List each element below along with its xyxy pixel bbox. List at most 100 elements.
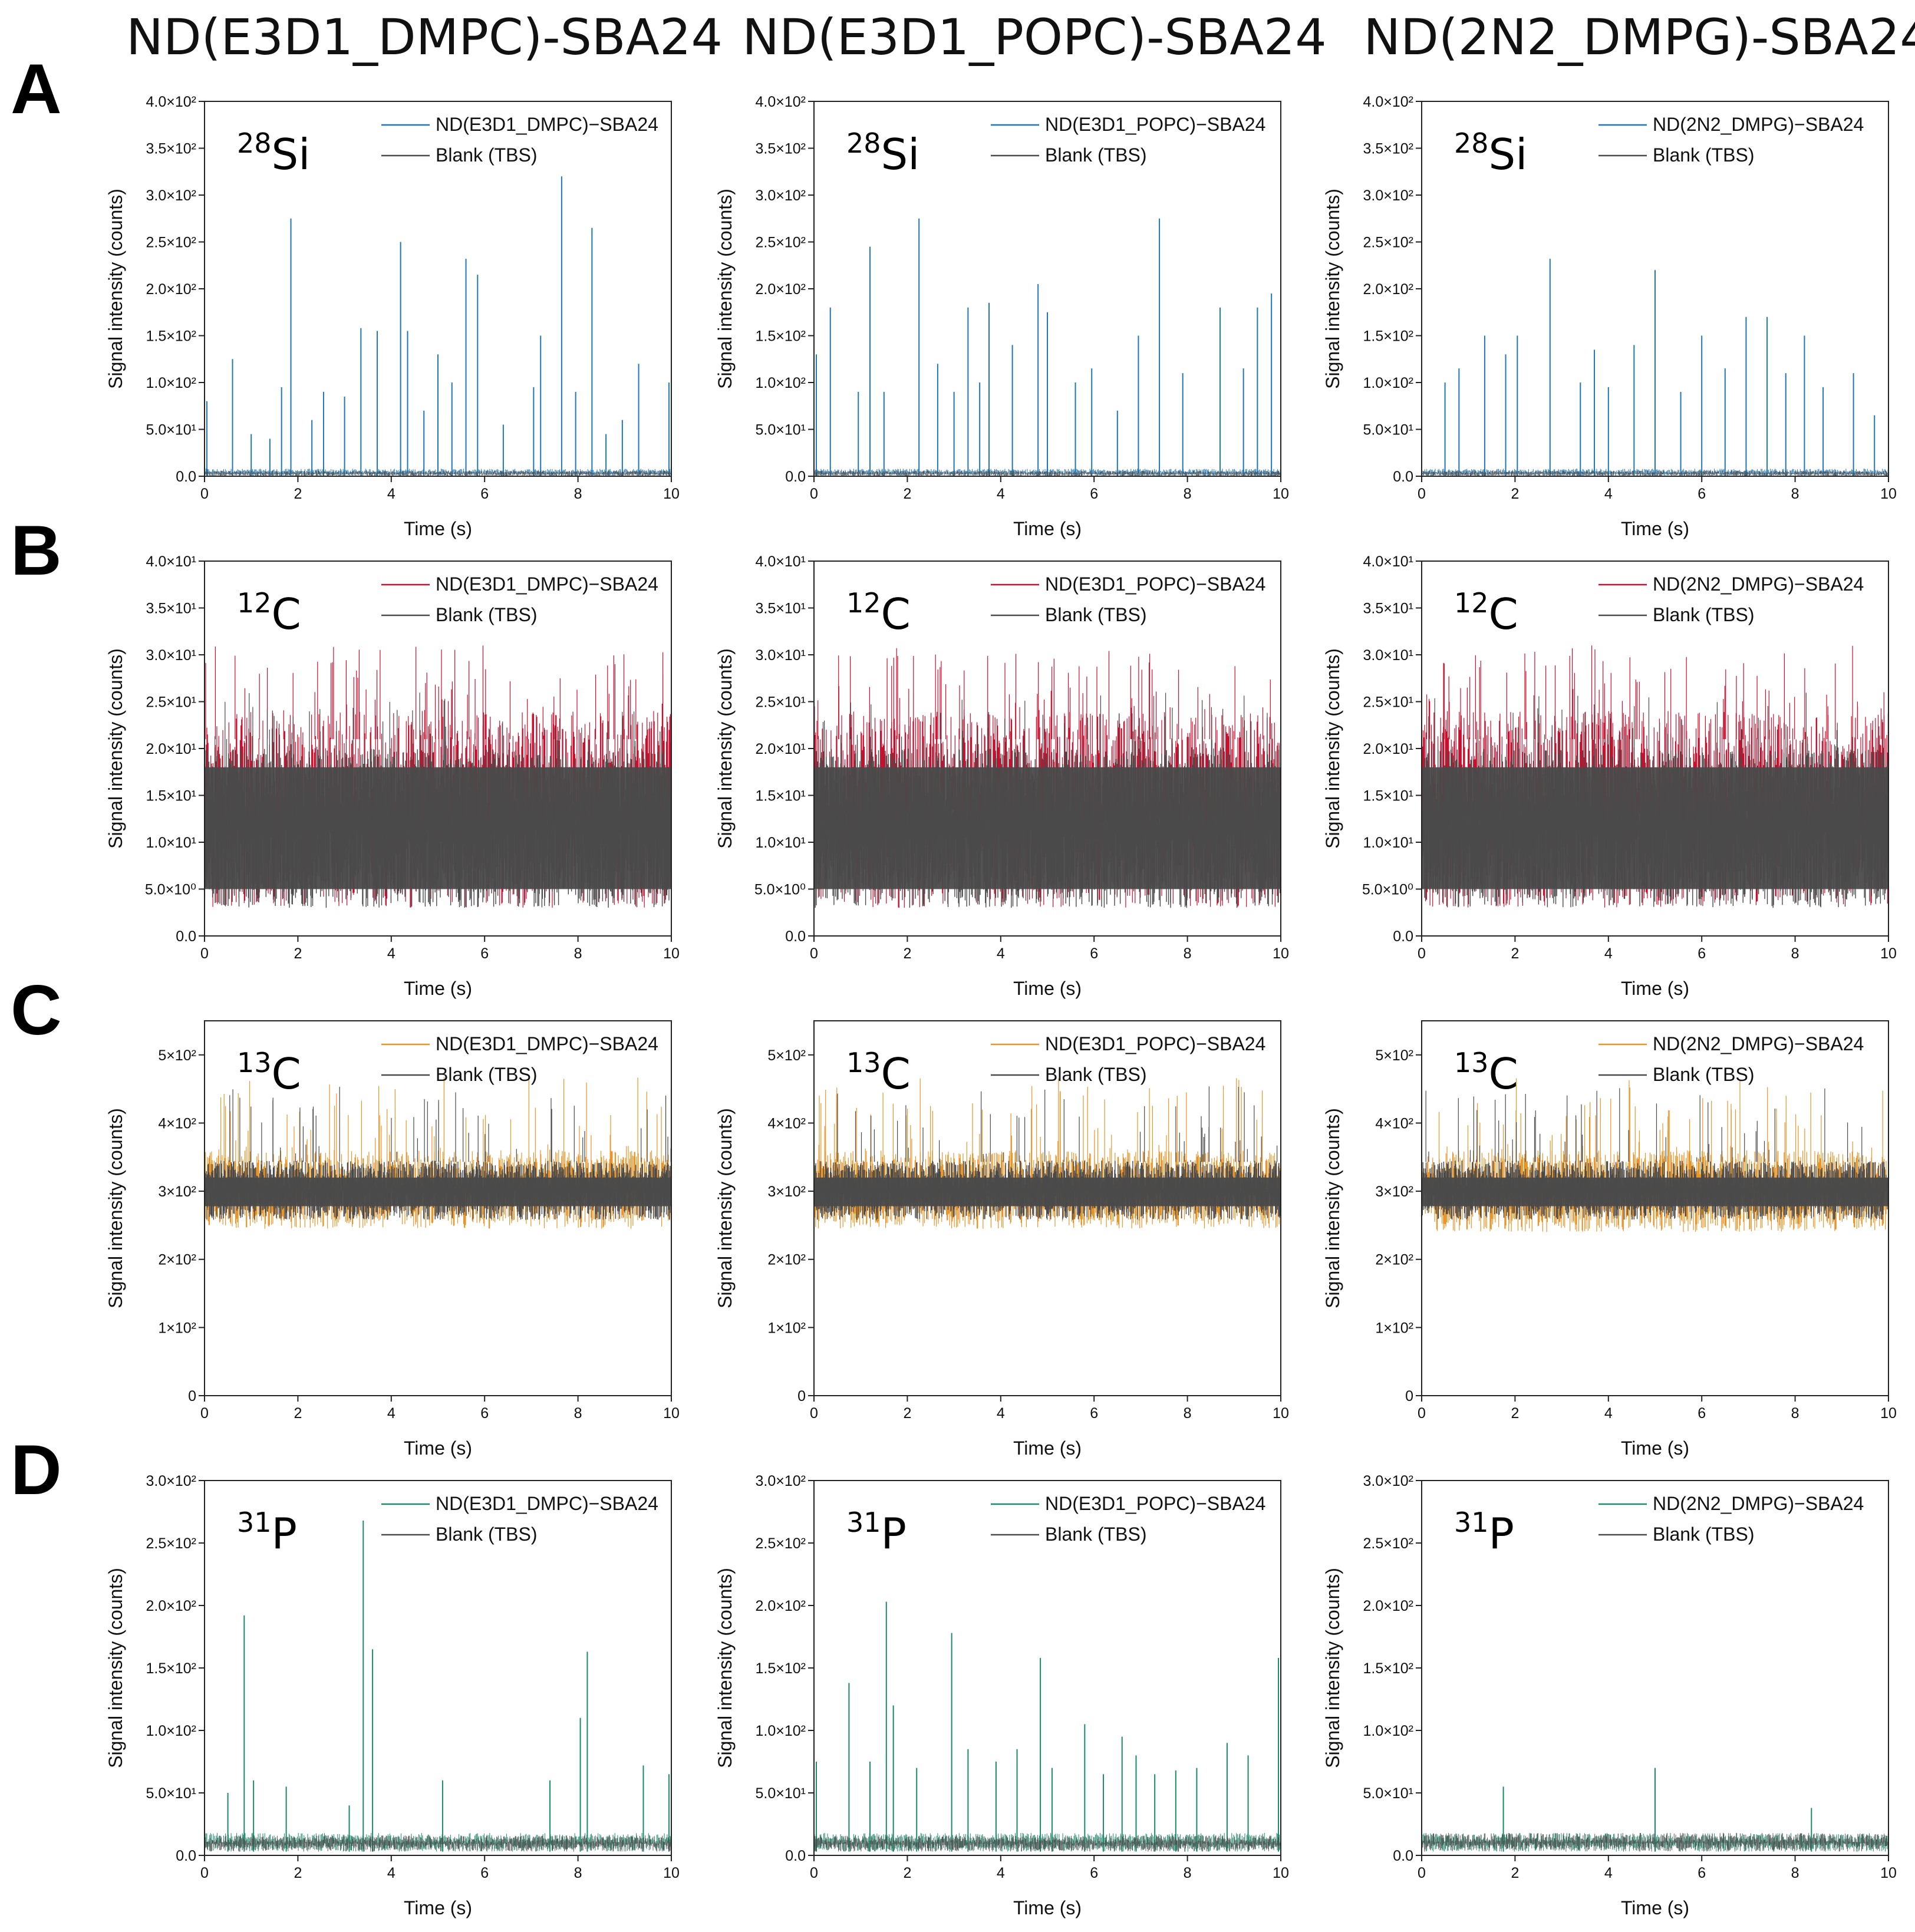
- plot-area: [1422, 259, 1888, 476]
- y-tick-label: 0: [797, 1388, 806, 1405]
- legend-label-blank: Blank (TBS): [1045, 144, 1146, 166]
- x-tick-label: 8: [1791, 945, 1799, 962]
- series-blank-band: [814, 1177, 1281, 1206]
- y-tick-label: 2.5×10²: [146, 235, 197, 251]
- y-axis-label: Signal intensity (counts): [714, 189, 736, 389]
- y-tick-label: 1.5×10²: [146, 1660, 197, 1677]
- x-tick-label: 2: [1511, 486, 1519, 502]
- isotope-mass: 12: [237, 587, 272, 619]
- y-tick-label: 0.0: [785, 1848, 806, 1864]
- x-tick-label: 6: [480, 945, 489, 962]
- isotope-mass: 28: [846, 127, 881, 159]
- x-axis-label: Time (s): [404, 1438, 472, 1459]
- plot-area: [1422, 645, 1888, 908]
- x-tick-label: 10: [663, 486, 680, 502]
- x-tick-label: 8: [1791, 1405, 1799, 1422]
- x-tick-label: 2: [1511, 1865, 1519, 1881]
- y-tick-label: 1.5×10²: [146, 328, 197, 345]
- y-tick-label: 2.0×10²: [756, 1598, 806, 1614]
- x-tick-label: 2: [294, 1865, 302, 1881]
- legend: ND(E3D1_POPC)−SBA24 Blank (TBS): [991, 1033, 1265, 1085]
- x-tick-label: 10: [663, 945, 680, 962]
- legend-label-blank: Blank (TBS): [1653, 144, 1754, 166]
- x-tick-label: 4: [1604, 1405, 1613, 1422]
- y-tick-label: 3.0×10²: [756, 1473, 806, 1489]
- y-tick-label: 0: [188, 1388, 196, 1405]
- y-tick-label: 5×10²: [158, 1047, 196, 1064]
- y-tick-label: 4.0×10¹: [1363, 553, 1414, 570]
- y-tick-label: 1×10²: [767, 1320, 806, 1336]
- y-tick-label: 3.0×10¹: [146, 647, 197, 664]
- y-axis-label: Signal intensity (counts): [1322, 189, 1343, 389]
- x-axis-label: Time (s): [1013, 1897, 1082, 1918]
- chart-panel-d2: 0.0 5.0×10¹ 1.0×10² 1.5×10² 2.0×10² 2.5×10² 3.…: [714, 1473, 1289, 1918]
- legend: ND(E3D1_POPC)−SBA24 Blank (TBS): [991, 1493, 1265, 1545]
- plot-area: [814, 218, 1281, 476]
- y-tick-label: 3.5×10¹: [146, 601, 197, 617]
- y-tick-label: 4.0×10²: [146, 94, 197, 110]
- x-axis-label: Time (s): [1621, 978, 1689, 999]
- plot-area: [205, 1520, 671, 1852]
- y-tick-label: 2.5×10¹: [1363, 694, 1414, 711]
- x-tick-label: 4: [997, 1405, 1005, 1422]
- x-tick-label: 10: [1880, 1865, 1897, 1881]
- y-tick-label: 5.0×10⁰: [145, 882, 196, 898]
- legend: ND(2N2_DMPG)−SBA24 Blank (TBS): [1598, 114, 1864, 166]
- isotope-mass: 31: [237, 1506, 272, 1538]
- plot-area: [814, 1078, 1281, 1229]
- x-tick-label: 8: [1791, 1865, 1799, 1881]
- x-tick-label: 8: [1791, 486, 1799, 502]
- isotope-mass: 28: [1454, 127, 1489, 159]
- y-tick-label: 2.0×10¹: [756, 741, 806, 757]
- plot-frame: [1421, 1020, 1889, 1396]
- y-tick-label: 3×10²: [158, 1183, 196, 1200]
- y-tick-label: 3.5×10²: [1363, 141, 1414, 157]
- chart-panel-a2: 0.0 5.0×10¹ 1.0×10² 1.5×10² 2.0×10² 2.5×10² 3.…: [714, 94, 1289, 539]
- isotope-label: 28Si: [237, 127, 310, 179]
- y-tick-label: 4.0×10¹: [146, 553, 197, 570]
- x-tick-label: 0: [1418, 1405, 1426, 1422]
- y-tick-label: 2.0×10²: [1363, 1598, 1414, 1614]
- x-tick-label: 6: [480, 486, 489, 502]
- y-tick-label: 2.0×10²: [146, 1598, 197, 1614]
- legend-label-sample: ND(E3D1_DMPC)−SBA24: [436, 1493, 658, 1514]
- series-blank-spikes: [1428, 693, 1880, 767]
- x-tick-label: 0: [200, 1865, 209, 1881]
- isotope-label: 28Si: [846, 127, 919, 179]
- chart-panel-d1: 0.0 5.0×10¹ 1.0×10² 1.5×10² 2.0×10² 2.5×10² 3.…: [105, 1473, 680, 1918]
- legend: ND(E3D1_DMPC)−SBA24 Blank (TBS): [381, 114, 658, 166]
- series-blank-spikes: [814, 1086, 1278, 1162]
- y-tick-label: 1.0×10¹: [756, 835, 806, 851]
- y-tick-label: 1.5×10¹: [1363, 788, 1414, 805]
- y-tick-label: 0.0: [785, 469, 806, 485]
- y-tick-label: 5.0×10¹: [146, 1785, 197, 1802]
- y-tick-label: 3.0×10¹: [1363, 647, 1414, 664]
- x-tick-label: 0: [810, 1405, 818, 1422]
- x-tick-label: 2: [903, 945, 911, 962]
- x-tick-label: 2: [294, 1405, 302, 1422]
- column-title-2: ND(E3D1_POPC)-SBA24: [742, 8, 1326, 66]
- y-tick-label: 1.5×10²: [756, 1660, 806, 1677]
- series-blank-band: [814, 767, 1281, 889]
- x-axis-label: Time (s): [1013, 518, 1082, 539]
- x-tick-label: 0: [1418, 945, 1426, 962]
- x-tick-label: 6: [1698, 486, 1706, 502]
- x-tick-label: 6: [480, 1865, 489, 1881]
- chart-panel-a1: 0.0 5.0×10¹ 1.0×10² 1.5×10² 2.0×10² 2.5×10² 3.…: [105, 94, 680, 539]
- x-axis-label: Time (s): [1621, 1897, 1689, 1918]
- series-blank-noise: [814, 1835, 1281, 1852]
- x-tick-label: 10: [1273, 486, 1289, 502]
- y-tick-label: 2×10²: [158, 1252, 196, 1268]
- x-axis-label: Time (s): [404, 978, 472, 999]
- y-tick-label: 3.5×10¹: [756, 601, 806, 617]
- x-tick-label: 10: [663, 1865, 680, 1881]
- x-tick-label: 10: [1880, 1405, 1897, 1422]
- x-tick-label: 4: [1604, 1865, 1613, 1881]
- legend-label-sample: ND(E3D1_POPC)−SBA24: [1045, 114, 1265, 135]
- y-tick-label: 5×10²: [1375, 1047, 1413, 1064]
- y-axis-label: Signal intensity (counts): [105, 648, 126, 849]
- isotope-symbol: P: [881, 1509, 907, 1558]
- y-tick-label: 2.0×10²: [1363, 281, 1414, 298]
- y-tick-label: 0: [1405, 1388, 1413, 1405]
- y-tick-label: 1.0×10²: [1363, 1723, 1414, 1739]
